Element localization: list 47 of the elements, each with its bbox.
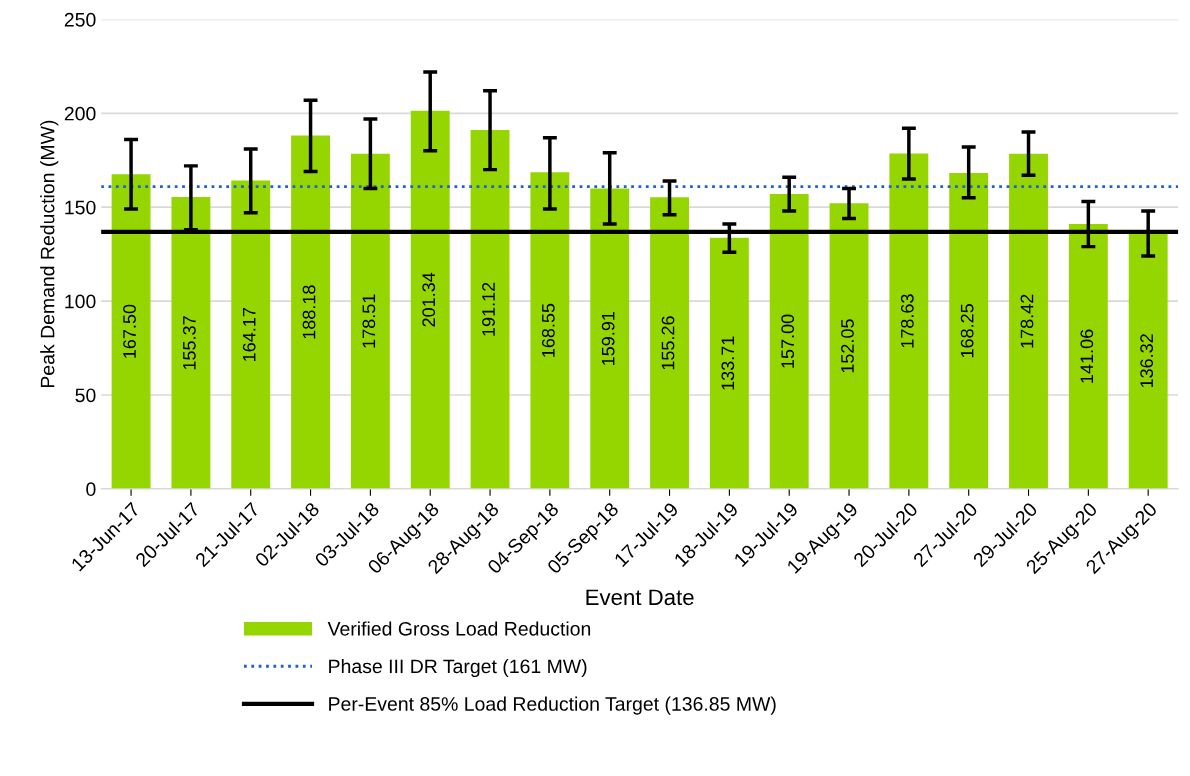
y-tick-label: 150 [65, 200, 96, 215]
y-tick-label: 100 [65, 294, 96, 309]
text: 155.26 [661, 316, 675, 370]
bar [111, 174, 151, 489]
text: 168.55 [541, 303, 555, 357]
bar [1068, 223, 1108, 489]
text: 168.25 [960, 304, 974, 358]
text: 167.50 [123, 304, 136, 358]
y-tick-label: 250 [64, 12, 96, 27]
bar [350, 153, 390, 489]
bar [590, 188, 630, 489]
bar [410, 110, 450, 489]
text: 178.63 [900, 294, 914, 348]
y-tick-label: 50 [75, 388, 96, 403]
bar [650, 197, 689, 489]
bar [291, 135, 330, 489]
text: 188.18 [302, 285, 316, 339]
text: 191.12 [482, 282, 495, 336]
text: 136.32 [1140, 334, 1154, 388]
text: 159.91 [601, 312, 615, 365]
bar [470, 129, 510, 489]
bar [949, 172, 989, 489]
bar [889, 153, 929, 489]
text: 157.00 [781, 314, 795, 368]
text: 178.51 [362, 294, 376, 348]
text: 201.34 [422, 272, 436, 327]
y-axis-title: Peak Demand Reduction (MW) [40, 120, 59, 388]
bar [709, 237, 749, 489]
bar [769, 194, 809, 489]
bar [530, 172, 570, 489]
text: 141.06 [1080, 329, 1094, 383]
text: 133.71 [721, 336, 735, 390]
legend-label: Verified Gross Load Reduction [327, 621, 591, 636]
bar [171, 197, 211, 489]
bar [231, 180, 271, 489]
y-tick-label: 0 [86, 482, 96, 497]
y-tick-label: 200 [64, 106, 96, 121]
bar [1009, 153, 1048, 489]
text: 155.37 [182, 316, 196, 370]
legend-label: Phase III DR Target (161 MW) [329, 658, 587, 678]
text: 164.17 [242, 308, 256, 361]
bar [829, 203, 869, 489]
text: 178.42 [1020, 294, 1034, 348]
bar [1128, 232, 1168, 489]
legend-label: Per-Event 85% Load Reduction Target (136.85 MW) [329, 696, 776, 715]
text: 152.05 [841, 319, 854, 373]
x-axis-title: Event Date [586, 589, 694, 606]
